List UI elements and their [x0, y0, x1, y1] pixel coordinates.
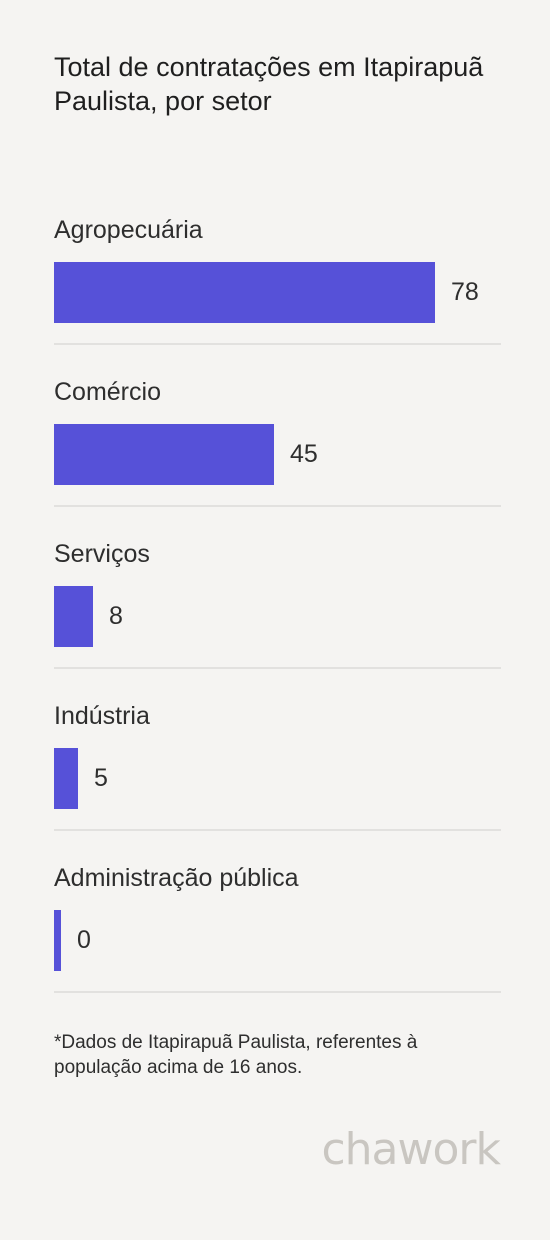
value-label: 0 [77, 926, 91, 954]
value-label: 45 [290, 440, 318, 468]
bar [54, 748, 78, 809]
value-label: 8 [109, 602, 123, 630]
row-divider [54, 991, 501, 993]
bar [54, 424, 274, 485]
footnote: *Dados de Itapirapuã Paulista, referente… [54, 1032, 418, 1078]
category-label: Agropecuária [54, 216, 203, 244]
bar [54, 910, 61, 971]
chart-title: Total de contratações em Itapirapuã Paul… [54, 52, 484, 116]
bar-row: Agropecuária 78 [54, 215, 501, 377]
bar-chart: Agropecuária 78 Comércio 45 Serviços 8 Indústr… [54, 215, 501, 993]
chawork-logo: chawork [321, 1124, 501, 1175]
bar-row: Administração pública 0 [54, 863, 501, 1025]
bar-row: Serviços 8 [54, 539, 501, 701]
row-divider [54, 829, 501, 831]
category-label: Indústria [54, 702, 150, 730]
bar-row: Comércio 45 [54, 377, 501, 539]
row-divider [54, 505, 501, 507]
bar [54, 586, 93, 647]
value-label: 5 [94, 764, 108, 792]
category-label: Serviços [54, 540, 150, 568]
value-label: 78 [451, 278, 479, 306]
row-divider [54, 667, 501, 669]
bar-row: Indústria 5 [54, 701, 501, 863]
category-label: Administração pública [54, 864, 299, 892]
bar [54, 262, 435, 323]
category-label: Comércio [54, 378, 161, 406]
row-divider [54, 343, 501, 345]
